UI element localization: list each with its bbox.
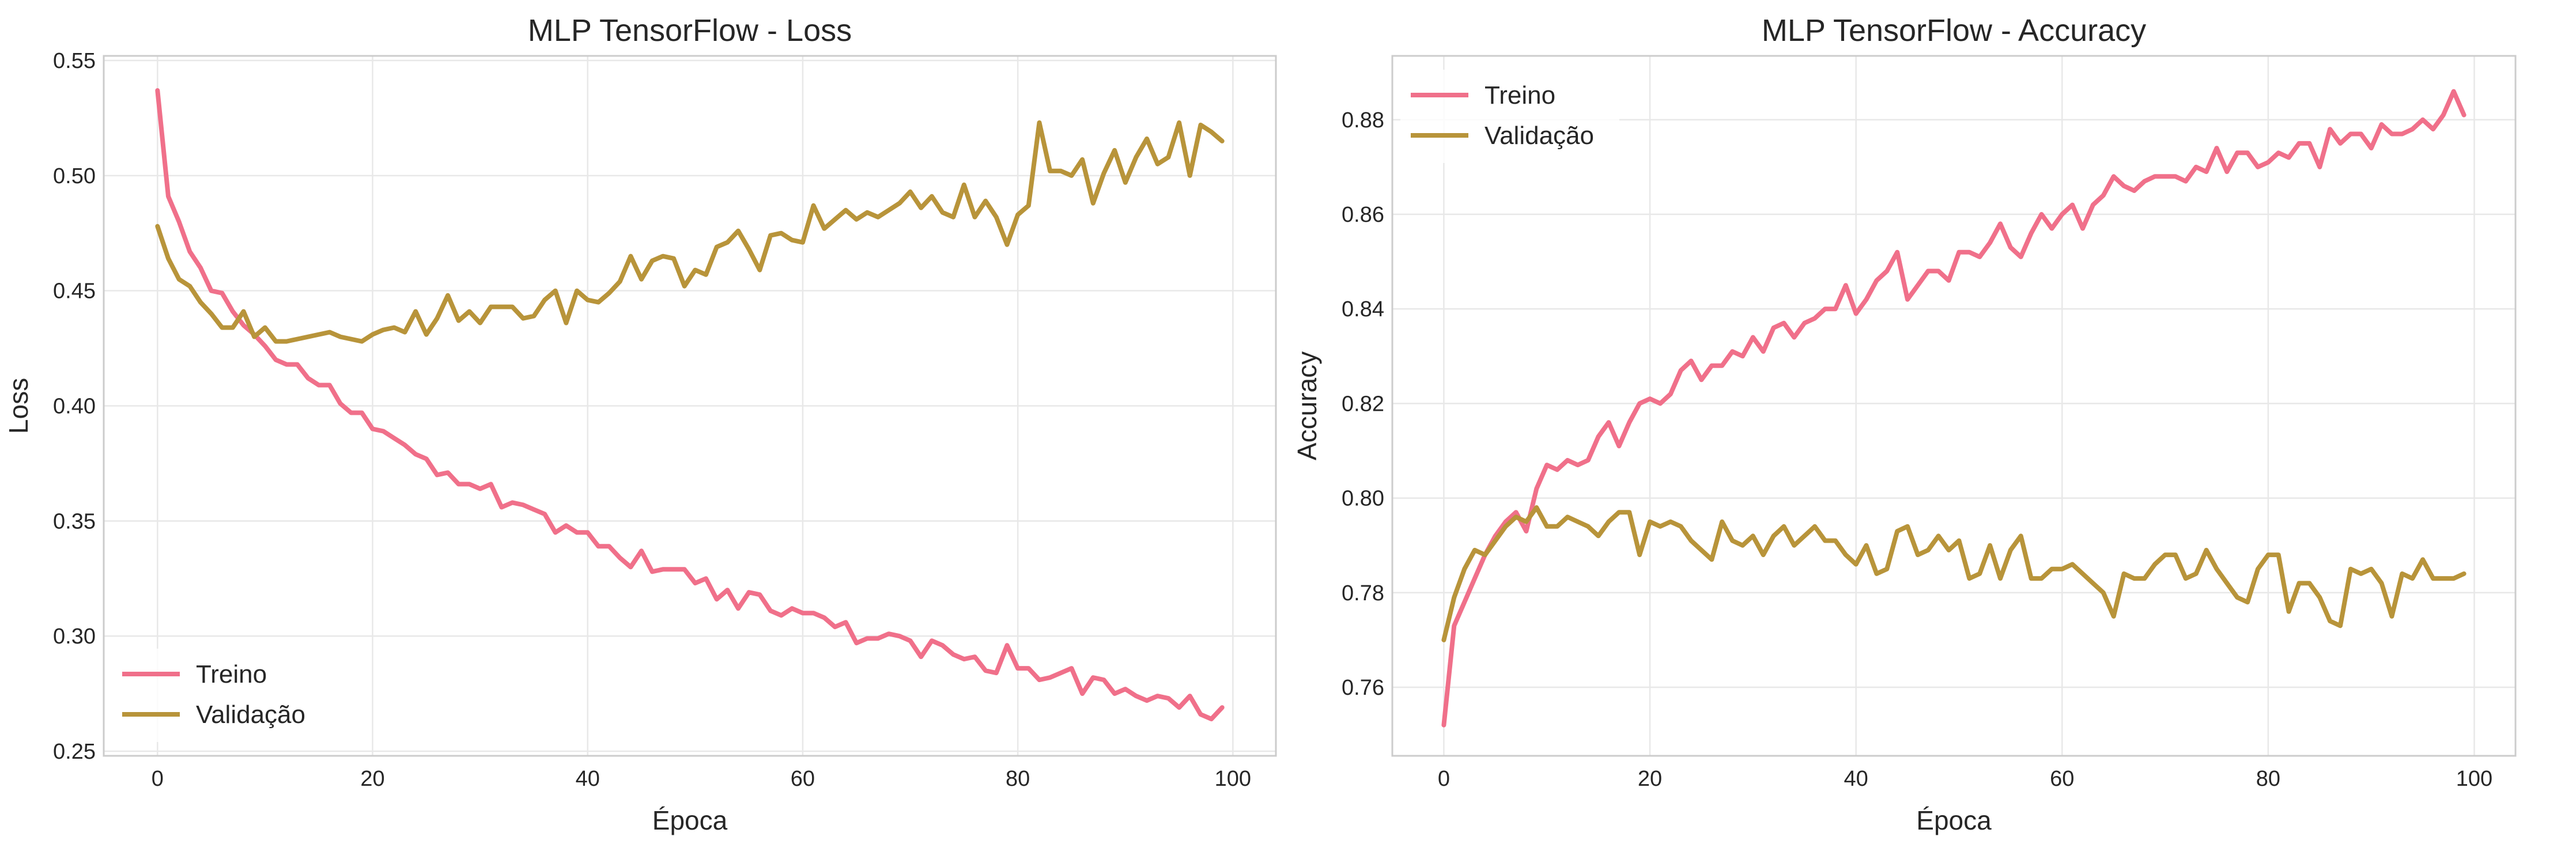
accuracy-x-tick-label: 40	[1844, 767, 1868, 791]
loss-x-axis-label: Época	[652, 805, 728, 835]
accuracy-chart-title: MLP TensorFlow - Accuracy	[1762, 13, 2146, 48]
loss-x-tick-label: 20	[360, 767, 384, 791]
accuracy-y-axis-label: Accuracy	[1292, 351, 1322, 460]
accuracy-x-tick-label: 80	[2256, 767, 2280, 791]
accuracy-y-ticks: 0.76 0.78 0.80 0.82 0.84 0.86 0.88	[1342, 108, 1384, 700]
loss-y-tick-label: 0.50	[53, 164, 96, 188]
loss-y-ticks: 0.25 0.30 0.35 0.40 0.45 0.50 0.55	[53, 49, 96, 764]
accuracy-series-line-treino	[1441, 89, 2467, 728]
loss-x-ticks: 0 20 40 60 80 100	[152, 767, 1251, 791]
accuracy-plot-area	[1392, 56, 2515, 756]
accuracy-x-tick-label: 0	[1438, 767, 1450, 791]
loss-series-lines	[155, 88, 1225, 722]
accuracy-plot-frame	[1391, 55, 2517, 757]
loss-x-tick-label: 0	[152, 767, 164, 791]
accuracy-y-tick-label: 0.82	[1342, 392, 1384, 416]
loss-y-tick-label: 0.25	[53, 740, 96, 764]
accuracy-x-tick-label: 60	[2050, 767, 2074, 791]
accuracy-series-lines	[1441, 89, 2467, 728]
accuracy-y-tick-label: 0.80	[1342, 487, 1384, 511]
accuracy-y-tick-label: 0.84	[1342, 297, 1384, 321]
loss-x-tick-label: 100	[1215, 767, 1251, 791]
accuracy-grid	[1392, 56, 2515, 756]
loss-x-tick-label: 40	[576, 767, 600, 791]
accuracy-x-ticks: 0 20 40 60 80 100	[1438, 767, 2492, 791]
accuracy-x-tick-label: 20	[1638, 767, 1662, 791]
accuracy-legend-label-validacao: Validação	[1485, 122, 1594, 150]
loss-chart-title: MLP TensorFlow - Loss	[528, 13, 852, 48]
loss-chart: 0 20 40 60 80 100 0.25 0.30 0.35 0.40 0.45 0.50 0.5…	[3, 13, 1277, 835]
loss-x-tick-label: 60	[791, 767, 815, 791]
accuracy-series-line-validacao	[1441, 505, 2467, 642]
accuracy-y-tick-label: 0.76	[1342, 676, 1384, 700]
loss-legend-box	[112, 649, 331, 742]
loss-legend: Treino Validação	[112, 649, 331, 742]
accuracy-x-axis-label: Época	[1916, 805, 1992, 835]
loss-y-tick-label: 0.45	[53, 279, 96, 304]
loss-plot-frame	[103, 55, 1277, 757]
accuracy-legend-label-treino: Treino	[1485, 81, 1555, 109]
accuracy-y-tick-label: 0.86	[1342, 203, 1384, 227]
loss-y-tick-label: 0.40	[53, 395, 96, 419]
accuracy-y-tick-label: 0.88	[1342, 108, 1384, 132]
loss-series-line-treino	[155, 88, 1225, 722]
accuracy-legend: Treino Validação	[1400, 70, 1619, 163]
loss-series-line-validacao	[155, 120, 1225, 344]
loss-x-tick-label: 80	[1006, 767, 1030, 791]
accuracy-chart: 0 20 40 60 80 100 0.76 0.78 0.80 0.82 0.84 0.86 0.8…	[1292, 13, 2517, 835]
loss-grid	[104, 56, 1276, 756]
loss-y-tick-label: 0.55	[53, 49, 96, 73]
accuracy-legend-box	[1400, 70, 1619, 163]
accuracy-x-tick-label: 100	[2456, 767, 2492, 791]
loss-y-axis-label: Loss	[3, 378, 33, 434]
loss-y-tick-label: 0.30	[53, 624, 96, 649]
accuracy-y-tick-label: 0.78	[1342, 581, 1384, 605]
loss-y-tick-label: 0.35	[53, 509, 96, 533]
loss-legend-label-treino: Treino	[196, 660, 267, 688]
loss-legend-label-validacao: Validação	[196, 701, 305, 729]
